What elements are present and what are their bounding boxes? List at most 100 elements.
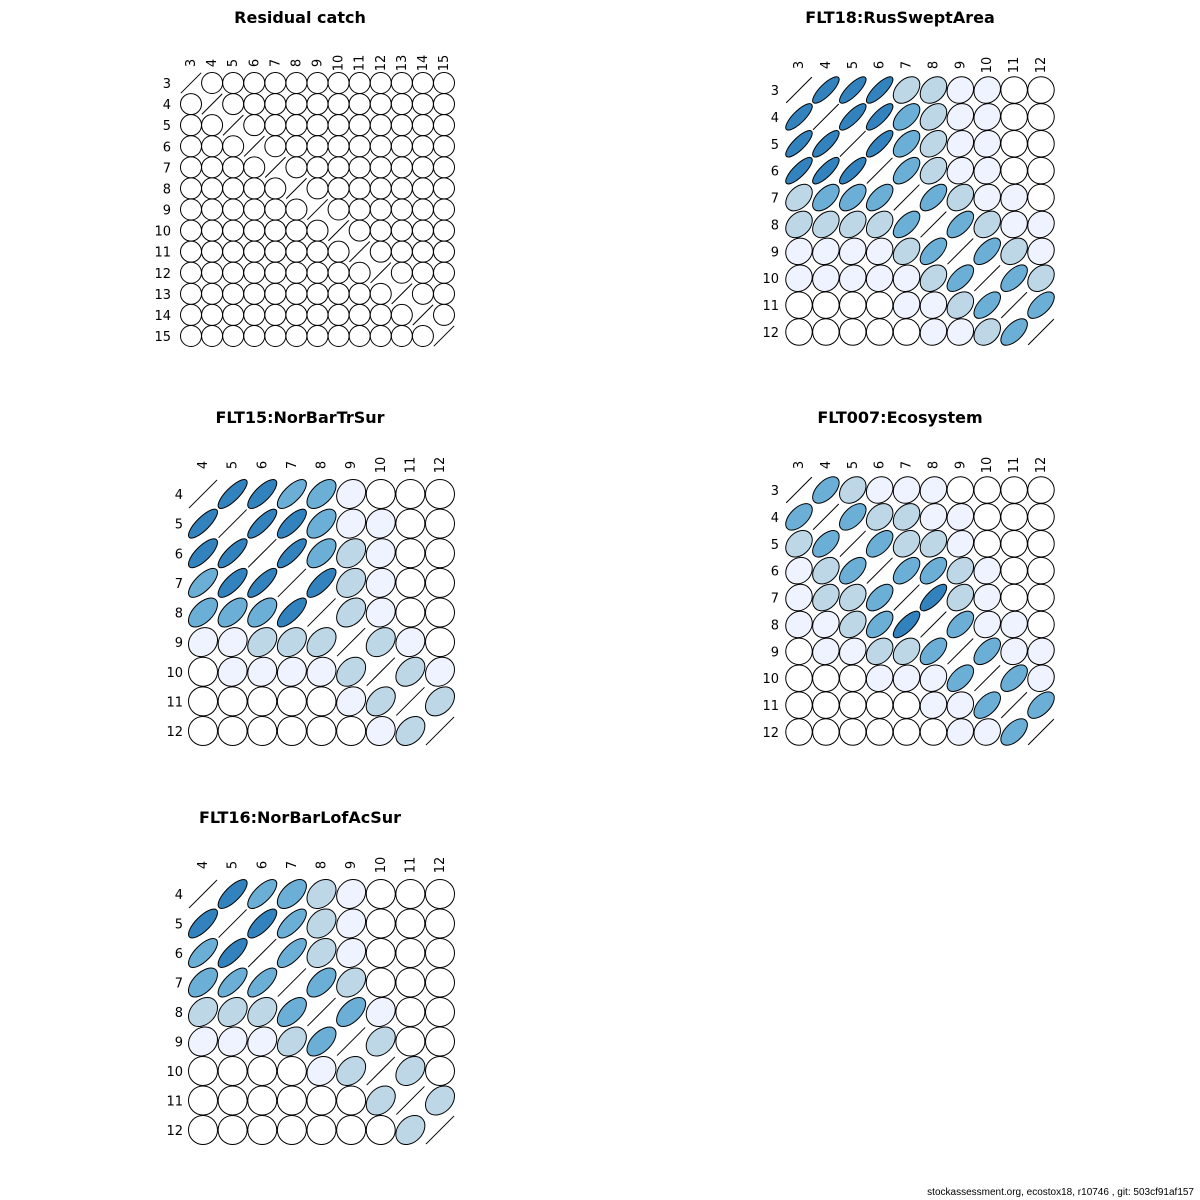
column-label: 11 <box>1007 57 1022 74</box>
correlation-cell <box>201 135 224 158</box>
correlation-cell <box>188 656 218 687</box>
column-label: 11 <box>403 857 418 874</box>
correlation-cell <box>1027 210 1055 239</box>
correlation-cell <box>217 1115 248 1145</box>
correlation-cell <box>973 103 1001 131</box>
correlation-cell <box>433 219 455 242</box>
correlation-cell <box>839 691 867 719</box>
correlation-cell <box>222 135 245 158</box>
correlation-cell-diagonal <box>243 135 265 157</box>
correlation-cell <box>365 1115 396 1145</box>
correlation-cell <box>201 240 224 263</box>
correlation-cell <box>348 177 371 200</box>
correlation-cell <box>946 610 975 639</box>
correlation-cell-diagonal <box>395 1086 425 1115</box>
correlation-cell <box>411 114 434 137</box>
correlation-cell <box>892 264 921 292</box>
correlation-cell <box>1027 664 1055 692</box>
correlation-cell <box>188 716 218 746</box>
correlation-cell <box>285 282 308 305</box>
correlation-cell <box>973 556 1001 585</box>
correlation-cell <box>243 261 266 284</box>
correlation-cell <box>201 177 224 200</box>
correlation-cell <box>285 93 308 116</box>
correlation-cell <box>433 240 455 263</box>
correlation-cell <box>201 156 224 179</box>
correlation-cell <box>247 1056 278 1086</box>
correlation-cell <box>865 476 894 504</box>
correlation-cell <box>892 530 921 558</box>
correlation-cell <box>865 264 894 292</box>
correlation-cell <box>785 210 813 239</box>
correlation-cell <box>247 716 278 746</box>
correlation-cell <box>1027 503 1055 531</box>
correlation-cell <box>201 219 224 242</box>
correlation-cell <box>865 691 894 719</box>
row-label: 9 <box>771 245 779 260</box>
row-label: 4 <box>771 111 779 126</box>
correlation-cell <box>243 177 266 200</box>
correlation-cell <box>243 71 266 94</box>
row-label: 11 <box>154 246 171 261</box>
correlation-cell <box>348 282 371 305</box>
correlation-cell <box>369 114 392 137</box>
correlation-cell <box>785 503 813 531</box>
column-label: 10 <box>332 55 347 72</box>
row-label: 5 <box>175 918 183 933</box>
correlation-cell <box>247 627 278 658</box>
correlation-cell <box>390 261 413 284</box>
column-label: 11 <box>1007 457 1022 474</box>
correlation-cell <box>946 583 975 612</box>
row-label: 9 <box>771 645 779 660</box>
column-label: 6 <box>873 461 888 469</box>
correlation-cell <box>180 261 202 284</box>
correlation-cell <box>327 261 350 284</box>
correlation-cell <box>785 264 813 292</box>
correlation-cell <box>327 135 350 158</box>
correlation-cell <box>839 237 867 266</box>
column-label: 10 <box>980 457 995 474</box>
correlation-cell <box>264 114 287 137</box>
correlation-cell <box>865 130 894 158</box>
correlation-cell <box>327 303 350 326</box>
panel-3: FLT15:NorBarTrSur 4 5 6 7 8 9 10 11 12 4 5 6 7 8 9 10 11 1… <box>166 408 456 747</box>
correlation-cell <box>919 637 948 666</box>
correlation-cell <box>369 219 392 242</box>
correlation-cell <box>433 198 455 221</box>
correlation-cell <box>425 997 455 1027</box>
correlation-cell <box>865 718 894 746</box>
correlation-cell <box>390 198 413 221</box>
correlation-cell <box>395 879 426 909</box>
correlation-cell <box>433 72 455 94</box>
correlation-cell <box>327 156 350 179</box>
correlation-cell <box>180 282 202 305</box>
correlation-cell <box>188 1115 218 1145</box>
correlation-cell <box>919 503 948 531</box>
correlation-cell-diagonal <box>893 184 920 211</box>
correlation-cell <box>217 479 248 510</box>
correlation-cell <box>395 508 426 539</box>
correlation-cell-diagonal <box>188 479 218 509</box>
correlation-cell <box>180 240 202 263</box>
correlation-cell <box>1000 237 1028 266</box>
correlation-cell <box>264 282 287 305</box>
correlation-cell <box>365 627 396 658</box>
correlation-cell <box>919 691 948 719</box>
correlation-cell <box>973 583 1001 612</box>
correlation-cell <box>892 130 921 158</box>
correlation-cell <box>187 996 218 1027</box>
correlation-cell <box>369 177 392 200</box>
correlation-cell <box>306 479 337 510</box>
correlation-cell <box>180 198 202 221</box>
correlation-cell <box>369 325 392 347</box>
correlation-cell <box>785 156 813 185</box>
row-label: 7 <box>771 592 779 607</box>
correlation-cell <box>336 716 367 746</box>
column-label: 4 <box>819 61 834 69</box>
correlation-cell <box>365 715 396 746</box>
correlation-cell <box>892 664 921 692</box>
correlation-cell <box>306 114 329 137</box>
correlation-cell <box>276 686 307 717</box>
correlation-cell <box>839 664 867 692</box>
row-label: 10 <box>762 272 779 287</box>
